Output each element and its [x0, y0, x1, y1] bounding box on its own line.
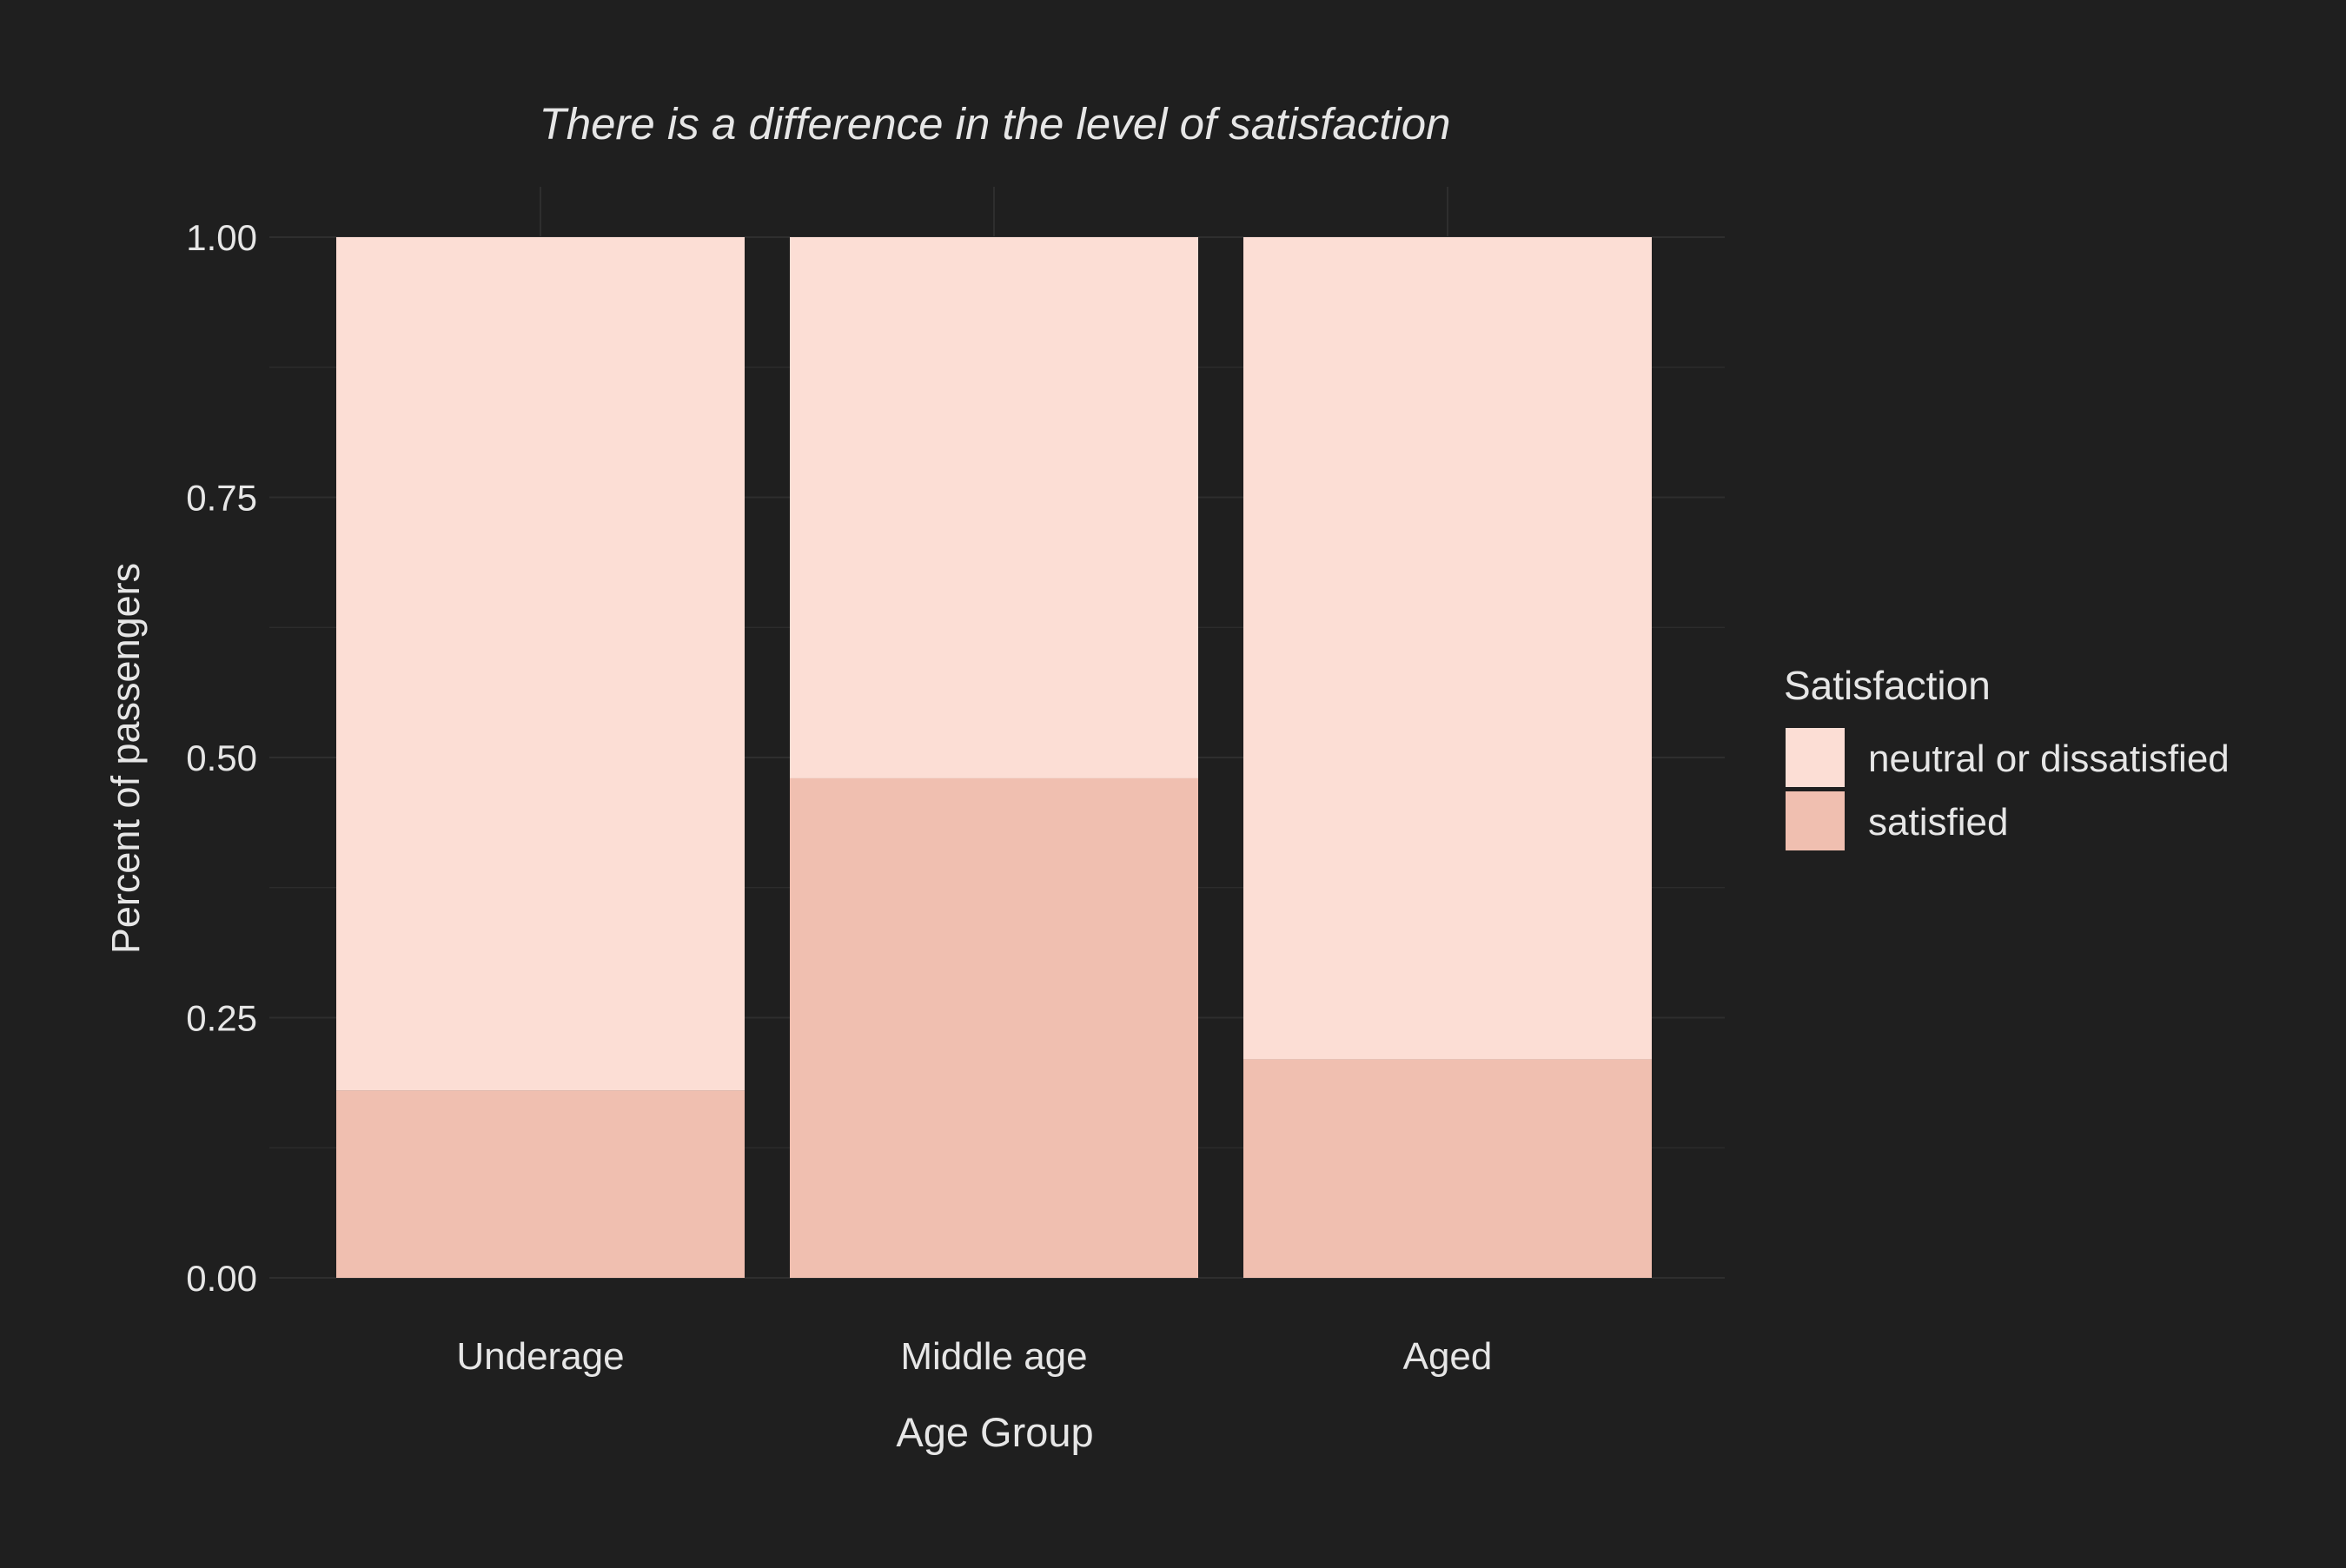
bar-neutral-or-dissatisfied-middle-age — [790, 237, 1198, 778]
x-tick-label: Middle age — [900, 1335, 1087, 1378]
legend-items: neutral or dissatisfied satisfied — [1786, 728, 2230, 850]
legend-swatch-satisfied — [1786, 791, 1845, 850]
bar-satisfied-aged — [1243, 1059, 1652, 1278]
y-axis-title: Percent of passengers — [103, 563, 148, 954]
y-tick-label: 0.00 — [186, 1258, 257, 1299]
chart-title: There is a difference in the level of sa… — [540, 99, 1451, 149]
bar-neutral-or-dissatisfied-underage — [336, 237, 745, 1091]
y-tick-label: 0.25 — [186, 998, 257, 1039]
x-tick-label: Aged — [1403, 1335, 1493, 1378]
legend-label-neutral-or-dissatisfied: neutral or dissatisfied — [1868, 738, 2230, 780]
y-tick-label: 0.75 — [186, 478, 257, 519]
legend-swatch-neutral-or-dissatisfied — [1786, 728, 1845, 787]
bar-satisfied-middle-age — [790, 777, 1198, 1278]
bars — [336, 237, 1652, 1278]
y-tick-label: 1.00 — [186, 217, 257, 258]
legend: Satisfaction neutral or dissatisfied sati… — [1784, 663, 2230, 850]
legend-label-satisfied: satisfied — [1868, 801, 2008, 844]
axes: Underage Middle age Aged 0.00 0.25 0.50 0.75 1.… — [186, 217, 1492, 1378]
bar-satisfied-underage — [336, 1090, 745, 1278]
x-tick-label: Underage — [456, 1335, 624, 1378]
x-axis-title: Age Group — [896, 1409, 1093, 1455]
y-tick-label: 0.50 — [186, 738, 257, 778]
legend-title: Satisfaction — [1784, 663, 1991, 708]
bar-neutral-or-dissatisfied-aged — [1243, 237, 1652, 1060]
